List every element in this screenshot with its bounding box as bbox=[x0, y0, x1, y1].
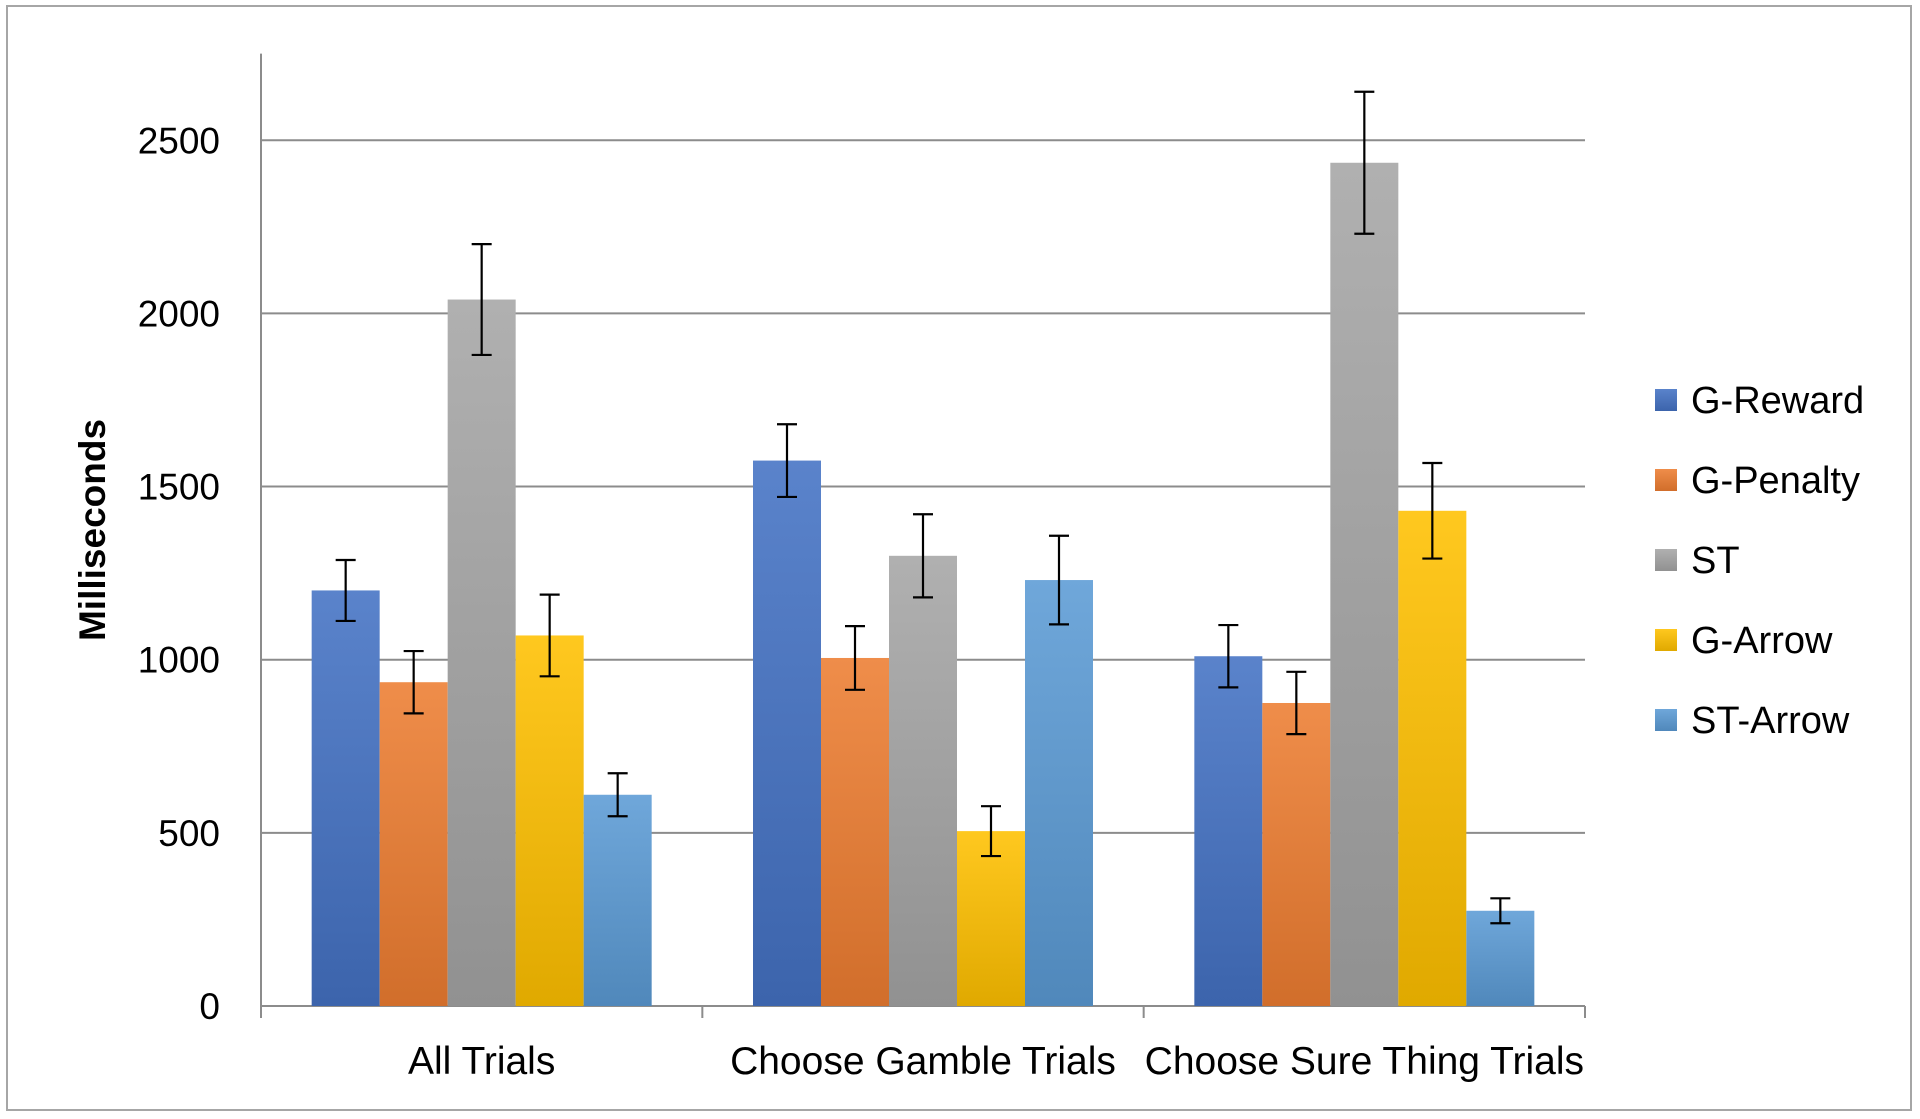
bar-g-penalty-3 bbox=[1262, 702, 1331, 1006]
y-tick-label: 2000 bbox=[138, 293, 220, 334]
y-tick-label: 0 bbox=[199, 986, 220, 1027]
legend-swatch bbox=[1655, 549, 1677, 571]
error-bar-g-penalty-1 bbox=[403, 649, 424, 715]
legend-item-st: ST bbox=[1655, 540, 1740, 582]
bar-st-1 bbox=[447, 299, 516, 1007]
error-bar-g-penalty-2 bbox=[845, 625, 865, 691]
error-bar-g-reward-3 bbox=[1218, 623, 1239, 689]
error-bar-st-arrow-3 bbox=[1490, 897, 1511, 925]
y-tick-label: 1500 bbox=[138, 467, 220, 508]
bar-g-reward-3 bbox=[1194, 656, 1263, 1006]
legend-label: G-Penalty bbox=[1691, 460, 1860, 502]
bar-st-arrow-3 bbox=[1466, 910, 1535, 1006]
error-bar-st-2 bbox=[913, 513, 933, 599]
error-bar-g-arrow-3 bbox=[1422, 461, 1443, 560]
legend-item-g-arrow: G-Arrow bbox=[1655, 620, 1833, 662]
error-bar-g-arrow-2 bbox=[981, 805, 1001, 858]
legend-item-st-arrow: ST-Arrow bbox=[1655, 700, 1850, 742]
legend-swatch bbox=[1655, 709, 1677, 731]
error-bar-g-reward-1 bbox=[335, 558, 356, 623]
error-bar-g-penalty-3 bbox=[1286, 670, 1307, 736]
legend-label: ST-Arrow bbox=[1691, 700, 1850, 742]
x-category-label: Choose Sure Thing Trials bbox=[1145, 1040, 1584, 1083]
legend-item-g-penalty: G-Penalty bbox=[1655, 460, 1860, 502]
legend: G-Reward G-Penalty ST G-Arrow ST-Arrow bbox=[1655, 380, 1864, 742]
bar-g-arrow-1 bbox=[515, 635, 584, 1006]
y-tick-label: 1000 bbox=[138, 640, 220, 681]
legend-swatch bbox=[1655, 469, 1677, 491]
error-bar-st-1 bbox=[471, 243, 492, 357]
error-bar-g-reward-2 bbox=[777, 423, 797, 499]
x-category-label: All Trials bbox=[408, 1040, 555, 1083]
bar-g-arrow-3 bbox=[1398, 510, 1467, 1006]
bar-g-reward-1 bbox=[311, 590, 380, 1006]
legend-label: G-Arrow bbox=[1691, 620, 1833, 662]
legend-label: G-Reward bbox=[1691, 380, 1864, 422]
error-bar-g-arrow-1 bbox=[539, 593, 560, 678]
bar-g-penalty-1 bbox=[379, 682, 448, 1006]
error-bars bbox=[335, 90, 1511, 925]
x-category-labels: All Trials Choose Gamble Trials Choose Sur… bbox=[408, 1040, 1584, 1083]
error-bar-st-3 bbox=[1354, 90, 1375, 235]
x-category-label: Choose Gamble Trials bbox=[730, 1040, 1116, 1083]
error-bar-st-arrow-2 bbox=[1049, 534, 1069, 626]
bars bbox=[311, 162, 1535, 1007]
y-tick-labels: 0 500 1000 1500 2000 2500 bbox=[138, 120, 220, 1027]
legend-item-g-reward: G-Reward bbox=[1655, 380, 1864, 422]
y-tick-label: 2500 bbox=[138, 120, 220, 161]
bar-st-2 bbox=[889, 555, 957, 1006]
y-tick-label: 500 bbox=[158, 813, 220, 854]
bar-g-arrow-2 bbox=[957, 831, 1025, 1006]
bar-st-arrow-2 bbox=[1025, 580, 1093, 1006]
bar-st-arrow-1 bbox=[583, 794, 652, 1006]
bar-g-penalty-2 bbox=[821, 657, 889, 1006]
legend-swatch bbox=[1655, 389, 1677, 411]
legend-swatch bbox=[1655, 629, 1677, 651]
error-bar-st-arrow-1 bbox=[607, 772, 628, 818]
bar-st-3 bbox=[1330, 162, 1399, 1006]
y-axis-label: Milliseconds bbox=[72, 419, 113, 641]
legend-label: ST bbox=[1691, 540, 1740, 582]
bar-g-reward-2 bbox=[753, 460, 821, 1006]
